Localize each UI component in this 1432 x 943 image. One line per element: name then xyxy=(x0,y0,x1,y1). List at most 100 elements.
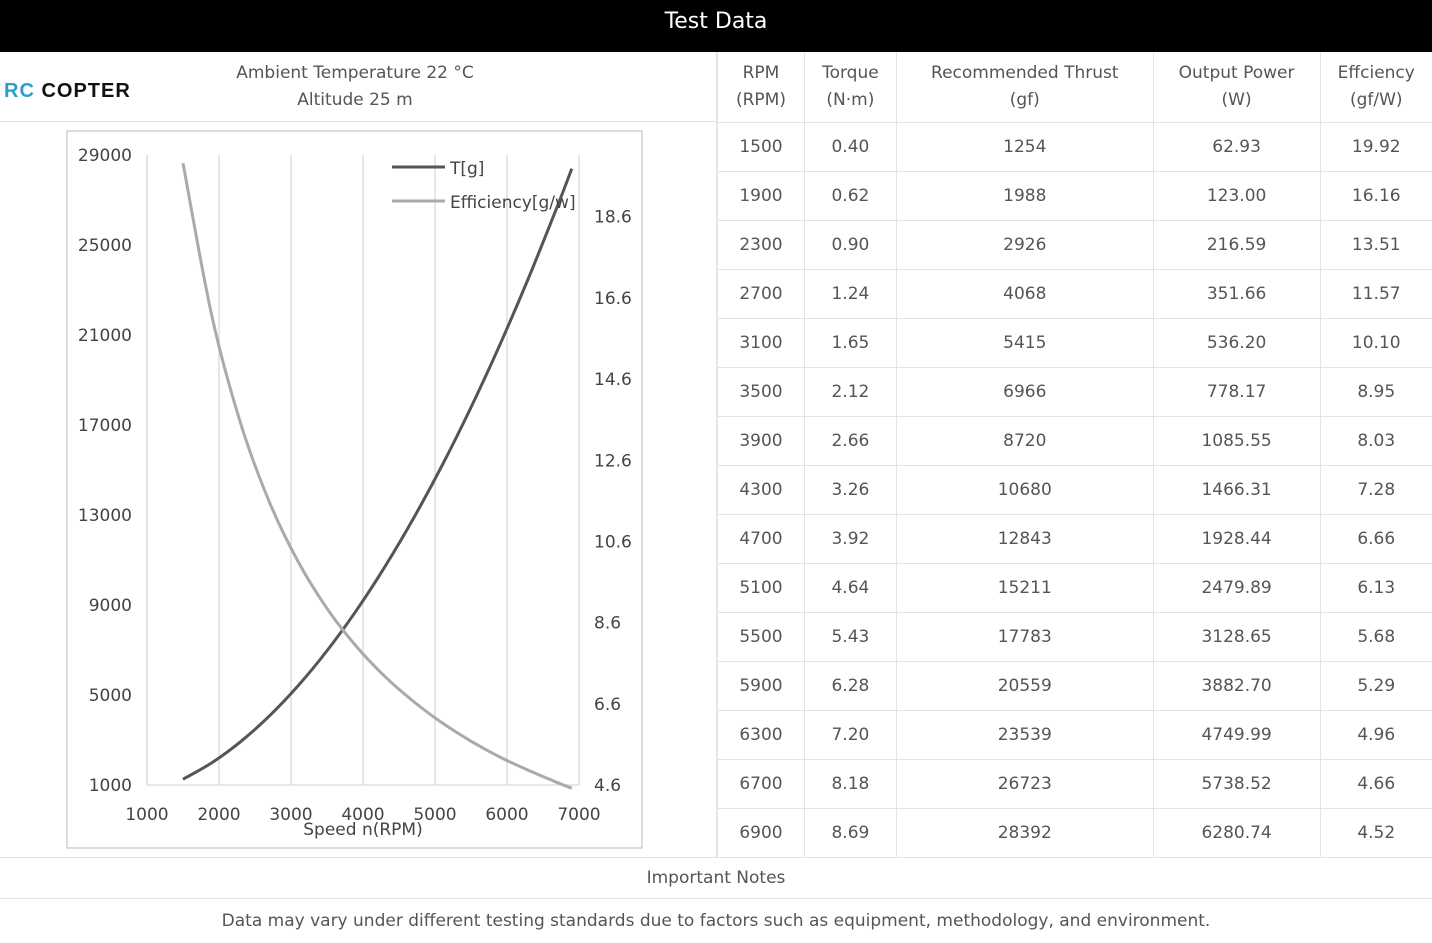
table-cell: 1254 xyxy=(896,122,1153,171)
table-cell: 6900 xyxy=(718,808,805,857)
y-left-tick-label: 25000 xyxy=(78,236,132,256)
table-cell: 4.96 xyxy=(1320,710,1432,759)
y-right-tick-label: 10.6 xyxy=(594,532,632,552)
table-cell: 1085.55 xyxy=(1153,416,1320,465)
y-right-tick-label: 8.6 xyxy=(594,614,621,634)
y-left-tick-label: 13000 xyxy=(78,506,132,526)
table-cell: 123.00 xyxy=(1153,171,1320,220)
table-cell: 26723 xyxy=(896,759,1153,808)
y-left-tick-label: 9000 xyxy=(89,596,132,616)
table-cell: 3100 xyxy=(718,318,805,367)
y-right-tick-label: 18.6 xyxy=(594,208,632,228)
table-cell: 536.20 xyxy=(1153,318,1320,367)
table-cell: 7.20 xyxy=(804,710,896,759)
table-cell: 778.17 xyxy=(1153,367,1320,416)
table-cell: 2.12 xyxy=(804,367,896,416)
y-right-tick-label: 12.6 xyxy=(594,451,632,471)
disclaimer-text: Data may vary under different testing st… xyxy=(0,899,1432,940)
x-tick-label: 1000 xyxy=(125,805,168,825)
table-cell: 4.52 xyxy=(1320,808,1432,857)
table-cell: 5.43 xyxy=(804,612,896,661)
table-cell: 1928.44 xyxy=(1153,514,1320,563)
table-cell: 8.03 xyxy=(1320,416,1432,465)
y-left-tick-label: 5000 xyxy=(89,686,132,706)
y-right-tick-label: 16.6 xyxy=(594,289,632,309)
table-cell: 1500 xyxy=(718,122,805,171)
table-cell: 6.66 xyxy=(1320,514,1432,563)
table-cell: 10.10 xyxy=(1320,318,1432,367)
table-cell: 6.28 xyxy=(804,661,896,710)
header-line: Effciency xyxy=(1321,60,1432,87)
header-line: (N·m) xyxy=(805,87,896,114)
table-cell: 2926 xyxy=(896,220,1153,269)
table-cell: 6300 xyxy=(718,710,805,759)
column-header: Torque(N·m) xyxy=(804,52,896,122)
important-notes-heading: Important Notes xyxy=(0,857,1432,899)
table-cell: 3128.65 xyxy=(1153,612,1320,661)
x-tick-label: 6000 xyxy=(485,805,528,825)
table-cell: 6.13 xyxy=(1320,563,1432,612)
table-cell: 28392 xyxy=(896,808,1153,857)
table-cell: 5500 xyxy=(718,612,805,661)
table-cell: 6280.74 xyxy=(1153,808,1320,857)
table-cell: 5.29 xyxy=(1320,661,1432,710)
table-cell: 3.92 xyxy=(804,514,896,563)
table-cell: 5738.52 xyxy=(1153,759,1320,808)
table-cell: 2479.89 xyxy=(1153,563,1320,612)
table-cell: 62.93 xyxy=(1153,122,1320,171)
table-cell: 8.69 xyxy=(804,808,896,857)
table-cell: 17783 xyxy=(896,612,1153,661)
chart-frame xyxy=(67,131,642,848)
header-line: (gf) xyxy=(897,87,1153,114)
legend-label-efficiency: Efficiency[g/w] xyxy=(450,193,576,213)
table-cell: 6966 xyxy=(896,367,1153,416)
table-cell: 4300 xyxy=(718,465,805,514)
y-right-tick-label: 4.6 xyxy=(594,776,621,796)
x-tick-label: 7000 xyxy=(557,805,600,825)
table-cell: 13.51 xyxy=(1320,220,1432,269)
table-cell: 2700 xyxy=(718,269,805,318)
column-header: RPM(RPM) xyxy=(718,52,805,122)
column-header: Output Power(W) xyxy=(1153,52,1320,122)
table-cell: 6700 xyxy=(718,759,805,808)
table-cell: 19.92 xyxy=(1320,122,1432,171)
test-data-table: RPM(RPM)Torque(N·m)Recommended Thrust(gf… xyxy=(717,52,1432,858)
header-line: (RPM) xyxy=(718,87,804,114)
table-cell: 1.65 xyxy=(804,318,896,367)
table-cell: 16.16 xyxy=(1320,171,1432,220)
table-cell: 1.24 xyxy=(804,269,896,318)
table-cell: 216.59 xyxy=(1153,220,1320,269)
table-cell: 10680 xyxy=(896,465,1153,514)
y-right-tick-label: 6.6 xyxy=(594,695,621,715)
table-cell: 5100 xyxy=(718,563,805,612)
header-line: (gf/W) xyxy=(1321,87,1432,114)
table-cell: 11.57 xyxy=(1320,269,1432,318)
table-cell: 4.64 xyxy=(804,563,896,612)
table-cell: 12843 xyxy=(896,514,1153,563)
y-left-tick-label: 29000 xyxy=(78,146,132,166)
x-tick-label: 2000 xyxy=(197,805,240,825)
table-cell: 3882.70 xyxy=(1153,661,1320,710)
table-cell: 4700 xyxy=(718,514,805,563)
header-line: RPM xyxy=(718,60,804,87)
header-line: Output Power xyxy=(1154,60,1320,87)
table-cell: 23539 xyxy=(896,710,1153,759)
table-cell: 4.66 xyxy=(1320,759,1432,808)
table-cell: 0.40 xyxy=(804,122,896,171)
y-left-tick-label: 17000 xyxy=(78,416,132,436)
table-cell: 7.28 xyxy=(1320,465,1432,514)
y-right-tick-label: 14.6 xyxy=(594,370,632,390)
